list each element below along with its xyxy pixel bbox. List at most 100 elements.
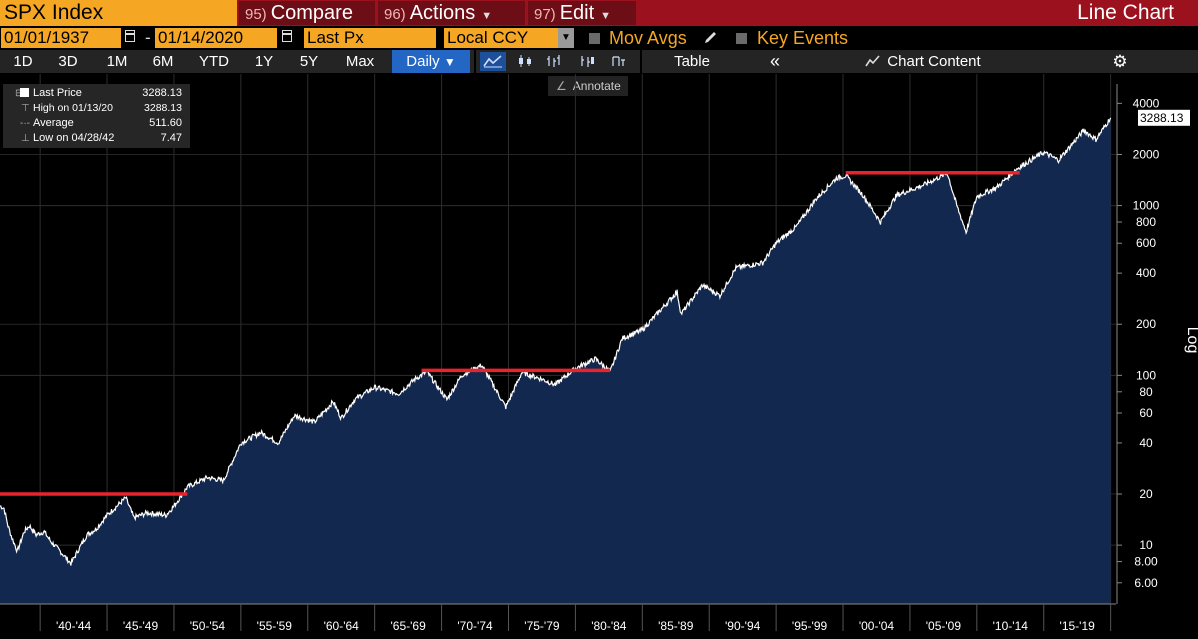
legend-label: High on 01/13/20	[33, 102, 113, 114]
legend-last-price[interactable]: ⊟ Last Price 3288.13	[3, 86, 190, 101]
y-tick-label: 10	[1139, 538, 1153, 552]
chart-content-button[interactable]: Chart Content	[848, 50, 998, 73]
start-date-field[interactable]: 01/01/1937	[1, 28, 121, 48]
y-tick-label: 20	[1139, 487, 1153, 501]
date-controls-bar: 01/01/1937 - 01/14/2020 Last Px Local CC…	[0, 27, 1198, 49]
y-axis-scale-label: Log	[1184, 327, 1198, 354]
ohlc-bar-icon[interactable]	[542, 52, 568, 71]
x-tick-label: '10-'14	[993, 619, 1029, 633]
annotate-label: Annotate	[572, 79, 621, 93]
x-tick-label: '00-'04	[859, 619, 895, 633]
legend-value: 511.60	[149, 117, 182, 129]
chart-content-icon	[865, 55, 880, 67]
legend-label: Average	[33, 117, 74, 129]
x-tick-label: '70-'74	[457, 619, 493, 633]
y-tick-label: 400	[1136, 266, 1156, 280]
chart-toolbar: 1D 3D 1M 6M YTD 1Y 5Y Max Daily ▼ Table …	[0, 50, 1198, 73]
legend-value: 3288.13	[144, 102, 182, 114]
y-tick-label: 4000	[1133, 96, 1160, 110]
average-marker-icon: -·-	[20, 118, 30, 129]
mountain-chart-icon[interactable]	[606, 52, 632, 71]
mov-avgs-checkbox[interactable]	[589, 33, 600, 44]
x-tick-label: '95-'99	[792, 619, 828, 633]
range-max-button[interactable]: Max	[345, 53, 375, 70]
x-tick-label: '55-'59	[257, 619, 293, 633]
edit-number: 97)	[534, 6, 556, 23]
collapse-panel-button[interactable]: «	[769, 51, 780, 71]
range-ytd-button[interactable]: YTD	[199, 53, 229, 70]
legend-value: 7.47	[160, 132, 182, 144]
date-separator: -	[145, 28, 151, 47]
chart-type-title: Line Chart	[1077, 1, 1174, 24]
range-1d-button[interactable]: 1D	[13, 53, 33, 70]
price-field-select[interactable]: Last Px	[304, 28, 436, 48]
key-events-label: Key Events	[757, 28, 849, 48]
low-marker-icon: ⊥	[21, 133, 30, 144]
legend-low: ⊥ Low on 04/28/42 7.47	[3, 131, 190, 146]
range-3d-button[interactable]: 3D	[58, 53, 78, 70]
calendar-icon[interactable]	[125, 30, 135, 42]
y-tick-label: 600	[1136, 236, 1156, 250]
legend-label: Last Price	[33, 87, 82, 99]
x-axis: '40-'44 '45-'49 '50-'54 '55-'59 '60-'64 '65-'…	[0, 603, 1116, 633]
price-area-fill	[0, 117, 1111, 605]
x-tick-label: '85-'89	[658, 619, 694, 633]
chart-legend: ⊟ Last Price 3288.13 ⊤ High on 01/13/20 …	[3, 84, 190, 148]
y-tick-label: 40	[1139, 436, 1153, 450]
end-date-field[interactable]: 01/14/2020	[155, 28, 277, 48]
x-tick-label: '15-'19	[1060, 619, 1096, 633]
x-tick-label: '50-'54	[190, 619, 226, 633]
y-tick-label: 80	[1139, 385, 1153, 399]
legend-expand-icon[interactable]: ⊟	[15, 86, 23, 101]
compare-button[interactable]: 95) Compare	[239, 1, 375, 25]
y-tick-label: 800	[1136, 215, 1156, 229]
price-chart[interactable]: 6.00 8.00 10 20 40 60 80 100 200 400 600 800 1000 200…	[0, 74, 1198, 639]
toolbar-divider	[640, 50, 642, 73]
edit-button[interactable]: 97) Edit ▼	[528, 1, 636, 25]
frequency-select[interactable]: Daily ▼	[392, 50, 470, 73]
actions-button[interactable]: 96) Actions ▼	[378, 1, 525, 25]
legend-label: Low on 04/28/42	[33, 132, 115, 144]
y-tick-label: 100	[1136, 368, 1156, 382]
high-marker-icon: ⊤	[21, 103, 30, 114]
calendar-icon[interactable]	[282, 30, 292, 42]
y-tick-label: 2000	[1133, 147, 1160, 161]
table-button[interactable]: Table	[674, 53, 710, 70]
candlestick-icon[interactable]	[512, 52, 538, 71]
x-tick-label: '80-'84	[591, 619, 627, 633]
frequency-dropdown-icon: ▼	[443, 55, 456, 69]
pencil-icon[interactable]	[703, 31, 719, 45]
x-tick-label: '60-'64	[324, 619, 360, 633]
compare-number: 95)	[245, 6, 267, 23]
y-tick-label: 6.00	[1134, 576, 1158, 590]
security-ticker-field[interactable]: SPX Index	[0, 0, 237, 26]
highlight-lines	[0, 171, 1020, 496]
key-events-checkbox[interactable]	[736, 33, 747, 44]
y-tick-label: 60	[1139, 406, 1153, 420]
last-value-label: 3288.13	[1140, 111, 1184, 125]
range-5y-button[interactable]: 5Y	[299, 53, 319, 70]
x-tick-label: '05-'09	[926, 619, 962, 633]
line-chart-icon[interactable]	[480, 52, 506, 71]
actions-dropdown-icon: ▼	[481, 10, 493, 22]
toolbar-divider	[474, 50, 476, 73]
legend-value: 3288.13	[142, 87, 182, 99]
legend-swatch	[20, 88, 29, 97]
hlc-bar-icon[interactable]	[574, 52, 600, 71]
gear-icon[interactable]: ⚙	[1112, 52, 1128, 71]
y-tick-label: 1000	[1133, 199, 1160, 213]
annotate-button[interactable]: ∠ Annotate	[548, 76, 628, 96]
currency-select[interactable]: Local CCY	[444, 28, 558, 48]
y-tick-label: 200	[1136, 317, 1156, 331]
range-1y-button[interactable]: 1Y	[254, 53, 274, 70]
actions-label: Actions	[409, 2, 476, 24]
mov-avgs-label: Mov Avgs	[609, 28, 687, 48]
range-1m-button[interactable]: 1M	[106, 53, 128, 70]
y-tick-label: 8.00	[1134, 555, 1158, 569]
currency-dropdown-icon[interactable]: ▼	[558, 28, 574, 48]
range-6m-button[interactable]: 6M	[152, 53, 174, 70]
compare-label: Compare	[270, 2, 353, 24]
x-tick-label: '75-'79	[524, 619, 560, 633]
last-value-tag: 3288.13	[1138, 109, 1190, 126]
x-tick-label: '65-'69	[390, 619, 426, 633]
